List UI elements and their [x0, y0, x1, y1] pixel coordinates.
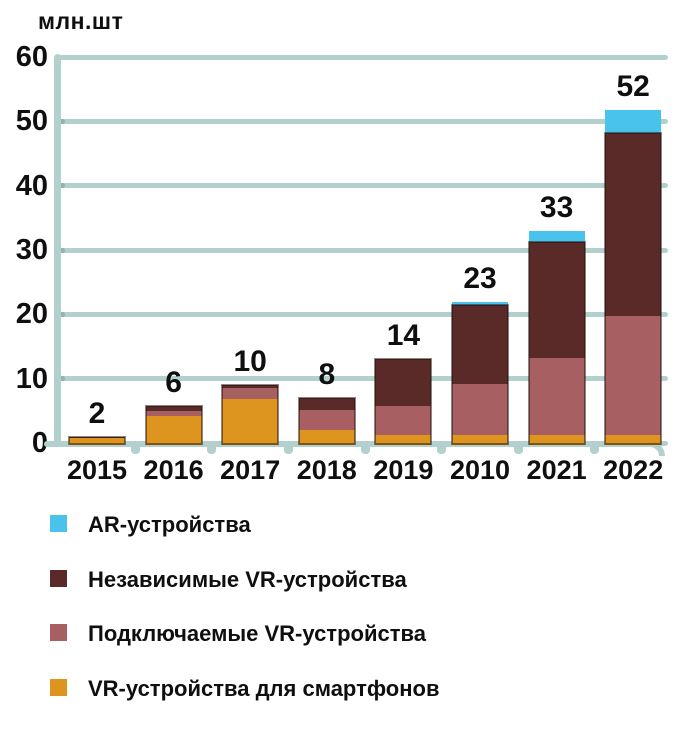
bar-segment-1-2017: [222, 387, 279, 399]
legend-swatch-icon-0: [50, 515, 67, 532]
gridline-40: [57, 183, 668, 189]
bar-total-label-2022: 52: [616, 70, 650, 104]
y-tick-label-40: 40: [15, 169, 48, 202]
legend-label-3: VR-устройства для смартфонов: [88, 675, 440, 701]
bar-segment-0-2016: [145, 416, 202, 445]
x-axis-tick-0: [130, 446, 140, 454]
bar-total-label-2016: 6: [165, 366, 182, 400]
x-axis-label-2021: 2021: [526, 455, 587, 485]
bar-segment-1-2019: [375, 406, 432, 436]
y-tick-label-60: 60: [15, 41, 48, 73]
y-tick-label-10: 10: [15, 362, 48, 395]
x-axis-label-2017: 2017: [220, 455, 281, 485]
bar-segment-2-2010: [452, 304, 508, 384]
y-axis-line: [54, 54, 61, 447]
bar-total-label-2018: 8: [318, 358, 336, 392]
y-axis-tick-dot-40: [58, 183, 65, 189]
x-axis-label-2022: 2022: [603, 455, 664, 485]
gridline-30: [57, 247, 668, 253]
bar-segment-0-2015: [69, 437, 125, 445]
bar-segment-3-2021: [528, 230, 585, 243]
bar-total-label-2010: 23: [463, 261, 497, 295]
bar-segment-0-2017: [222, 398, 279, 445]
bar-segment-2-2018: [298, 398, 355, 410]
y-axis-tick-dot-50: [58, 118, 65, 124]
x-axis-tick-2: [284, 446, 293, 454]
gridline-60: [57, 54, 668, 60]
gridline-20: [57, 311, 668, 317]
bar-segment-0-2010: [452, 435, 508, 445]
legend-label-1: Независимые VR-устройства: [88, 566, 407, 592]
x-axis-label-2019: 2019: [373, 455, 434, 485]
legend-label-0: AR-устройства: [88, 512, 251, 537]
bar-segment-0-2018: [298, 430, 355, 445]
gridline-10: [57, 376, 668, 382]
x-axis-tick-1: [207, 446, 217, 454]
bar-segment-0-2022: [605, 435, 662, 445]
bar-segment-2-2017: [222, 384, 279, 388]
bar-total-label-2019: 14: [386, 319, 421, 353]
y-axis-tick-dot-20: [58, 311, 65, 317]
x-axis-label-2018: 2018: [296, 455, 357, 485]
bar-segment-1-2016: [145, 410, 202, 417]
x-axis-tick-6: [590, 446, 600, 454]
x-axis-tick-4: [437, 446, 447, 454]
y-axis-tick-dot-30: [58, 247, 65, 253]
x-axis-label-2010: 2010: [449, 455, 511, 485]
bar-segment-3-2010: [452, 301, 508, 305]
legend-swatch-icon-1: [50, 569, 67, 587]
bar-segment-2-2016: [145, 406, 202, 411]
bar-total-label-2021: 33: [539, 190, 574, 224]
bar-segment-0-2021: [528, 435, 585, 445]
bar-total-label-2017: 10: [233, 344, 267, 378]
x-axis-tick-3: [360, 446, 370, 454]
legend-swatch-icon-2: [50, 624, 67, 641]
y-tick-label-20: 20: [15, 298, 48, 331]
x-axis-label-2015: 2015: [66, 455, 128, 485]
bar-segment-2-2015: [69, 436, 125, 438]
y-tick-label-30: 30: [15, 234, 48, 266]
bar-segment-1-2021: [528, 358, 585, 436]
bar-total-label-2015: 2: [88, 396, 106, 430]
legend-label-2: Подключаемые VR-устройства: [88, 621, 426, 646]
y-tick-label-0: 0: [31, 427, 48, 459]
bar-segment-0-2019: [375, 435, 432, 445]
bar-segment-1-2022: [605, 316, 662, 436]
x-axis-label-2016: 2016: [143, 455, 204, 485]
y-axis-tick-dot-10: [58, 376, 65, 382]
legend-swatch-icon-3: [50, 678, 67, 696]
bar-segment-2-2019: [375, 359, 432, 407]
bar-segment-1-2010: [452, 383, 508, 436]
bar-segment-1-2018: [298, 409, 355, 431]
x-axis-tick-5: [513, 446, 523, 454]
bar-segment-2-2022: [605, 132, 662, 317]
y-axis-unit-label: млн.шт: [38, 8, 124, 34]
y-tick-label-50: 50: [15, 105, 48, 138]
bar-segment-2-2021: [528, 242, 585, 359]
gridline-50: [57, 118, 668, 124]
bar-segment-3-2022: [605, 110, 662, 133]
